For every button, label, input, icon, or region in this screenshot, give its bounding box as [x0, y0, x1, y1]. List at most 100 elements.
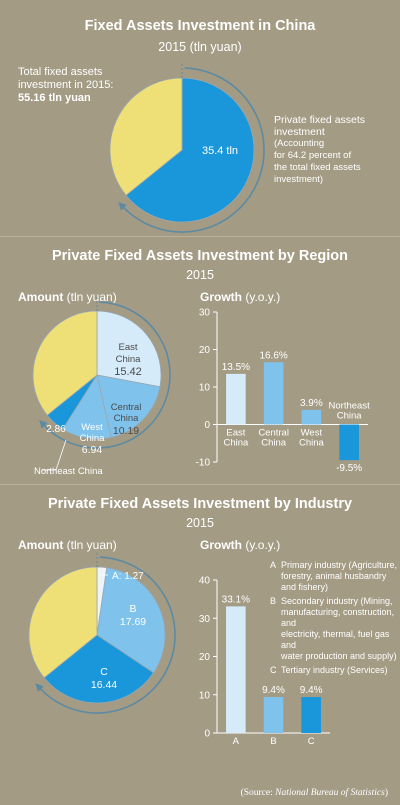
source-name: National Bureau of Statistics: [275, 788, 385, 798]
region-central-name1: Central: [111, 402, 142, 413]
region-pie-slice-0: [96, 310, 162, 388]
industry-growth-category-label-1-0: B: [270, 736, 276, 747]
divider-1: [0, 236, 400, 237]
source-prefix: (Source:: [240, 788, 276, 798]
source-suffix: ): [384, 788, 388, 798]
industry-pie-slice-2: [43, 634, 155, 704]
region-pie-slice-1: [96, 374, 161, 438]
legend-a-key: A: [270, 560, 277, 570]
industry-amount-heading: Amount (tln yuan): [18, 538, 117, 552]
overall-pie-ring: [120, 67, 265, 233]
private-note-line4: for 64.2 percent of: [274, 150, 352, 161]
industry-growth-head: Growth: [200, 538, 242, 552]
legend-c: C Tertiary industry (Services): [270, 665, 400, 676]
region-growth-value-label-2: 3.9%: [300, 398, 323, 409]
region-pie-ring: [41, 301, 171, 449]
section1-subtitle: 2015 (tln yuan): [158, 40, 242, 54]
total-label-line2: investment in 2015:: [18, 79, 114, 91]
region-pie-ring-arrow: [39, 419, 48, 429]
region-growth-category-label-3-0: Northeast: [329, 401, 371, 412]
region-growth-ytick-label-3: 20: [199, 345, 211, 356]
industry-amount-head: Amount: [18, 538, 64, 552]
industry-growth-ytick-label-4: 40: [199, 576, 211, 587]
total-label-line1: Total fixed assets: [18, 66, 103, 78]
industry-growth-ytick-label-3: 30: [199, 614, 211, 625]
private-note-line3: (Accounting: [274, 138, 325, 149]
region-west-name2: China: [80, 433, 106, 444]
legend-a-line1: Primary industry (Agriculture,: [281, 560, 398, 570]
region-pie-slice-4: [32, 310, 98, 416]
industry-growth-bar-2: [301, 697, 321, 733]
region-amount-heading: Amount (tln yuan): [18, 290, 117, 304]
legend-b-line4: water production and supply): [281, 651, 397, 661]
private-note-line5: the total fixed assets: [274, 162, 361, 173]
private-note-line6: investment): [274, 174, 324, 185]
industry-pie-slice-1: [96, 567, 166, 674]
industry-growth-bar-1: [263, 697, 284, 733]
region-growth-category-label-2-0: West: [301, 428, 323, 439]
legend-b-key: B: [270, 596, 277, 606]
private-note-line1: Private fixed assets: [274, 114, 366, 126]
overall-pie-ring-arrow: [118, 201, 127, 211]
section1-title: Fixed Assets Investment in China: [84, 18, 316, 34]
industry-b-value: 17.69: [120, 616, 146, 628]
divider-2: [0, 484, 400, 485]
region-growth-category-label-3-1: China: [337, 411, 363, 422]
legend-b-line2: manufacturing, construction, and: [281, 607, 395, 628]
region-growth-category-label-1-1: China: [261, 438, 287, 449]
region-east-name1: East: [118, 342, 137, 353]
region-growth-bar-2: [301, 409, 322, 425]
region-northeast-name: Northeast China: [34, 466, 103, 477]
legend-a: A Primary industry (Agriculture, forestr…: [270, 560, 400, 593]
industry-a-label: A: 1.27: [112, 571, 144, 582]
region-east-name2: China: [116, 354, 142, 365]
private-note: Private fixed assets investment (Account…: [274, 114, 365, 186]
source-note: (Source: National Bureau of Statistics): [241, 788, 388, 798]
private-note-line2: investment: [274, 126, 325, 138]
total-value: 55.16 tln yuan: [18, 92, 91, 104]
region-growth-bar-3: [339, 424, 359, 461]
region-amount-unit: (tln yuan): [66, 290, 117, 304]
industry-growth-bar-0: [226, 606, 246, 733]
industry-growth-ytick-label-2: 20: [199, 652, 211, 663]
total-label: Total fixed assets investment in 2015: 5…: [18, 66, 113, 105]
region-growth-ytick-label-0: -10: [196, 458, 211, 469]
region-growth-category-label-0-0: East: [226, 428, 245, 439]
legend-c-key: C: [270, 665, 277, 675]
region-central-value: 10.19: [113, 425, 139, 437]
region-growth-category-label-2-1: China: [299, 438, 325, 449]
region-amount-head: Amount: [18, 290, 64, 304]
section2-subtitle: 2015: [186, 268, 214, 282]
region-growth-head: Growth: [200, 290, 242, 304]
industry-growth-category-label-2-0: C: [308, 736, 315, 747]
industry-growth-value-label-1: 9.4%: [262, 685, 285, 696]
industry-c-name: C: [100, 666, 108, 678]
region-growth-value-label-0: 13.5%: [222, 362, 250, 373]
region-central-name2: China: [114, 413, 140, 424]
region-northeast-leader: [42, 439, 67, 471]
section3-title: Private Fixed Assets Investment by Indus…: [47, 496, 353, 512]
legend-a-line3: and fishery): [281, 582, 329, 592]
overall-pie-slice-1: [109, 77, 183, 196]
industry-growth-value-label-2: 9.4%: [300, 685, 323, 696]
legend-c-line1: Tertiary industry (Services): [281, 665, 388, 675]
region-growth-value-label-1: 16.6%: [259, 350, 287, 361]
industry-pie-ring: [37, 556, 176, 714]
industry-growth-category-label-0-0: A: [233, 736, 240, 747]
region-growth-ytick-label-2: 10: [199, 383, 211, 394]
legend-b: B Secondary industry (Mining, manufactur…: [270, 596, 400, 662]
region-growth-unit: (y.o.y.): [245, 290, 281, 304]
overall-slice-label: 35.4 tln: [202, 145, 238, 157]
industry-amount-unit: (tln yuan): [66, 538, 117, 552]
industry-growth-heading: Growth (y.o.y.): [200, 538, 280, 552]
region-growth-heading: Growth (y.o.y.): [200, 290, 280, 304]
region-growth-value-label-3: -9.5%: [336, 463, 362, 474]
region-growth-bar-0: [226, 373, 246, 425]
industry-growth-ytick-label-1: 10: [199, 690, 211, 701]
region-growth-category-label-0-1: China: [223, 438, 249, 449]
region-growth-category-label-1-0: Central: [258, 428, 289, 439]
section3-subtitle: 2015: [186, 516, 214, 530]
industry-c-value: 16.44: [91, 679, 117, 691]
